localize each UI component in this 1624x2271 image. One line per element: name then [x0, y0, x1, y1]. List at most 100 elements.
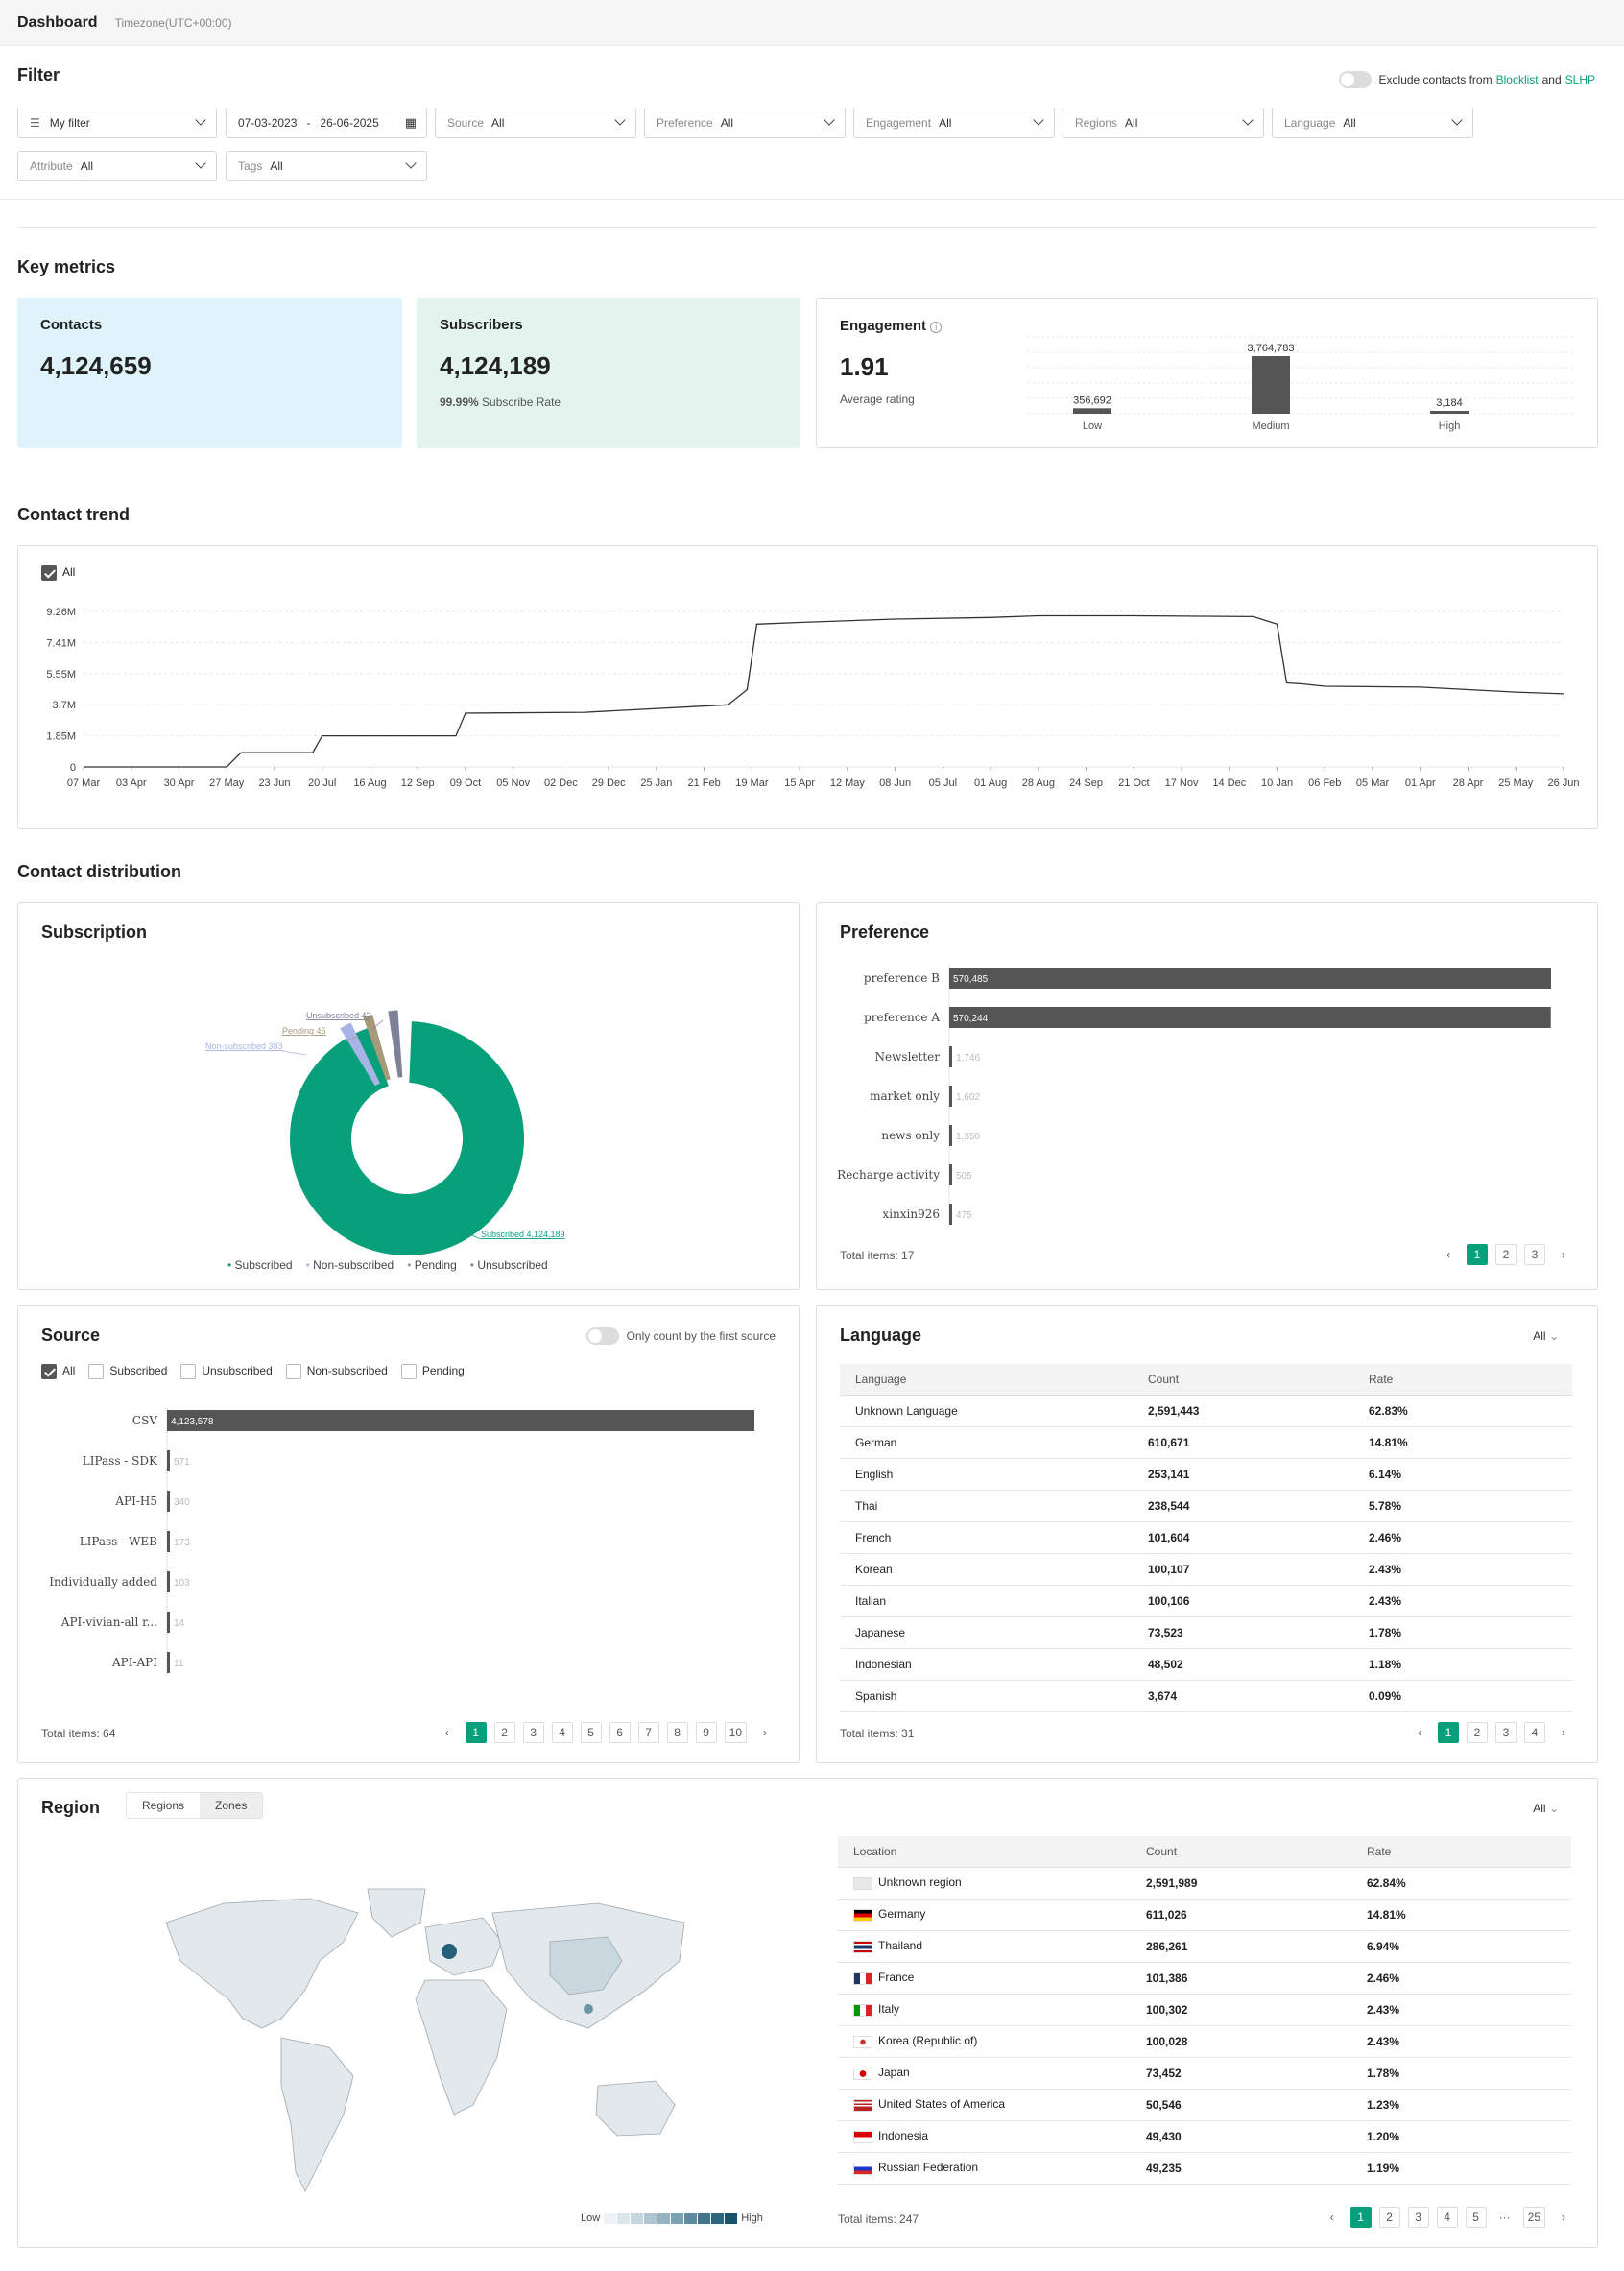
- checkbox-non-subscribed[interactable]: Non-subscribed: [285, 1364, 388, 1379]
- page-button[interactable]: 1: [1467, 1244, 1488, 1265]
- prev-page-icon[interactable]: ‹: [1329, 2211, 1334, 2224]
- engagement-bar[interactable]: [1252, 356, 1290, 414]
- column-header[interactable]: Language: [840, 1364, 1133, 1396]
- region-filter-dropdown[interactable]: All ⌄: [1533, 1802, 1559, 1815]
- page-button[interactable]: 6: [609, 1722, 631, 1743]
- page-button[interactable]: 5: [1465, 2207, 1487, 2228]
- bar[interactable]: [167, 1491, 170, 1512]
- page-ellipsis[interactable]: ···: [1498, 2211, 1511, 2224]
- bar[interactable]: [949, 1046, 952, 1067]
- page-button[interactable]: 7: [637, 1722, 659, 1743]
- bar[interactable]: [167, 1450, 170, 1471]
- table-row[interactable]: Japanese 73,523 1.78%: [840, 1616, 1572, 1649]
- page-button[interactable]: 4: [1524, 1722, 1545, 1743]
- page-button[interactable]: 3: [1495, 1722, 1517, 1743]
- my-filter-select[interactable]: ☰ My filter: [17, 108, 217, 138]
- next-page-icon[interactable]: ›: [1562, 1726, 1565, 1739]
- page-button[interactable]: 8: [666, 1722, 688, 1743]
- slhp-link[interactable]: SLHP: [1564, 73, 1595, 86]
- table-row[interactable]: Thai 238,544 5.78%: [840, 1490, 1572, 1522]
- blocklist-link[interactable]: Blocklist: [1495, 73, 1539, 86]
- bar[interactable]: [167, 1571, 170, 1592]
- checkbox-pending[interactable]: Pending: [400, 1364, 465, 1379]
- info-icon[interactable]: i: [930, 322, 943, 333]
- table-row[interactable]: German 610,671 14.81%: [840, 1426, 1572, 1459]
- column-header[interactable]: Rate: [1351, 1836, 1571, 1868]
- table-row[interactable]: Indonesia 49,430 1.20%: [838, 2120, 1571, 2153]
- first-source-toggle[interactable]: [585, 1327, 619, 1345]
- page-button[interactable]: 3: [522, 1722, 544, 1743]
- page-button[interactable]: 2: [1495, 1244, 1517, 1265]
- page-button[interactable]: 9: [695, 1722, 717, 1743]
- preference-select[interactable]: Preference All: [644, 108, 846, 138]
- next-page-icon[interactable]: ›: [763, 1726, 767, 1739]
- bar[interactable]: [167, 1652, 170, 1673]
- bar[interactable]: [167, 1612, 170, 1633]
- page-button[interactable]: 3: [1524, 1244, 1545, 1265]
- engagement-select[interactable]: Engagement All: [853, 108, 1055, 138]
- donut-slice-unsubscribed[interactable]: [388, 1010, 403, 1078]
- donut-slice-pending[interactable]: [363, 1014, 391, 1081]
- table-row[interactable]: Russian Federation 49,235 1.19%: [838, 2152, 1571, 2185]
- page-button[interactable]: 1: [1438, 1722, 1459, 1743]
- page-button[interactable]: 2: [493, 1722, 515, 1743]
- engagement-bar[interactable]: [1430, 411, 1469, 414]
- legend-item[interactable]: • Pending: [407, 1258, 457, 1272]
- bar[interactable]: [949, 968, 1551, 989]
- table-row[interactable]: France 101,386 2.46%: [838, 1962, 1571, 1995]
- column-header[interactable]: Count: [1131, 1836, 1351, 1868]
- page-button[interactable]: 4: [551, 1722, 573, 1743]
- page-button[interactable]: 2: [1467, 1722, 1488, 1743]
- legend-item[interactable]: • Subscribed: [227, 1258, 293, 1272]
- donut-slice-non-subscribed[interactable]: [340, 1022, 380, 1087]
- bar[interactable]: [167, 1410, 754, 1431]
- page-button[interactable]: 1: [465, 1722, 487, 1743]
- engagement-bar[interactable]: [1073, 408, 1111, 414]
- table-row[interactable]: Unknown region 2,591,989 62.84%: [838, 1867, 1571, 1900]
- table-row[interactable]: Thailand 286,261 6.94%: [838, 1930, 1571, 1963]
- column-header[interactable]: Location: [838, 1836, 1131, 1868]
- trend-all-checkbox[interactable]: All: [41, 565, 75, 581]
- page-button[interactable]: 4: [1436, 2207, 1458, 2228]
- page-button[interactable]: 10: [724, 1722, 747, 1743]
- bar[interactable]: [167, 1531, 170, 1552]
- column-header[interactable]: Count: [1133, 1364, 1353, 1396]
- bar[interactable]: [949, 1164, 952, 1185]
- language-filter-dropdown[interactable]: All ⌄: [1533, 1329, 1559, 1343]
- table-row[interactable]: Spanish 3,674 0.09%: [840, 1680, 1572, 1712]
- bar[interactable]: [949, 1125, 952, 1146]
- checkbox-subscribed[interactable]: Subscribed: [88, 1364, 167, 1379]
- trend-series-line[interactable]: [84, 614, 1564, 768]
- table-row[interactable]: Indonesian 48,502 1.18%: [840, 1648, 1572, 1681]
- table-row[interactable]: French 101,604 2.46%: [840, 1521, 1572, 1554]
- date-range-picker[interactable]: 07-03-2023 - 26-06-2025 ▦: [226, 108, 427, 138]
- table-row[interactable]: United States of America 50,546 1.23%: [838, 2089, 1571, 2121]
- page-button[interactable]: 5: [580, 1722, 602, 1743]
- legend-item[interactable]: • Unsubscribed: [469, 1258, 548, 1272]
- table-row[interactable]: Germany 611,026 14.81%: [838, 1899, 1571, 1931]
- page-button[interactable]: 25: [1522, 2207, 1545, 2228]
- table-row[interactable]: Japan 73,452 1.78%: [838, 2057, 1571, 2090]
- table-row[interactable]: Korea (Republic of) 100,028 2.43%: [838, 2025, 1571, 2058]
- checkbox-all[interactable]: All: [41, 1364, 75, 1379]
- tags-select[interactable]: Tags All: [226, 151, 427, 181]
- page-button[interactable]: 2: [1378, 2207, 1400, 2228]
- table-row[interactable]: Korean 100,107 2.43%: [840, 1553, 1572, 1586]
- bar[interactable]: [949, 1204, 952, 1225]
- page-button[interactable]: 3: [1407, 2207, 1429, 2228]
- bar[interactable]: [949, 1086, 952, 1107]
- page-button[interactable]: 1: [1349, 2207, 1372, 2228]
- legend-item[interactable]: • Non-subscribed: [305, 1258, 394, 1272]
- column-header[interactable]: Rate: [1353, 1364, 1572, 1396]
- exclude-toggle[interactable]: [1338, 71, 1372, 88]
- prev-page-icon[interactable]: ‹: [1446, 1248, 1450, 1261]
- source-select[interactable]: Source All: [435, 108, 636, 138]
- language-select[interactable]: Language All: [1272, 108, 1473, 138]
- table-row[interactable]: Unknown Language 2,591,443 62.83%: [840, 1395, 1572, 1427]
- next-page-icon[interactable]: ›: [1562, 1248, 1565, 1261]
- prev-page-icon[interactable]: ‹: [1418, 1726, 1421, 1739]
- donut-slice-subscribed[interactable]: [289, 1021, 524, 1255]
- tab-regions[interactable]: Regions: [127, 1793, 201, 1818]
- next-page-icon[interactable]: ›: [1562, 2211, 1565, 2224]
- table-row[interactable]: English 253,141 6.14%: [840, 1458, 1572, 1491]
